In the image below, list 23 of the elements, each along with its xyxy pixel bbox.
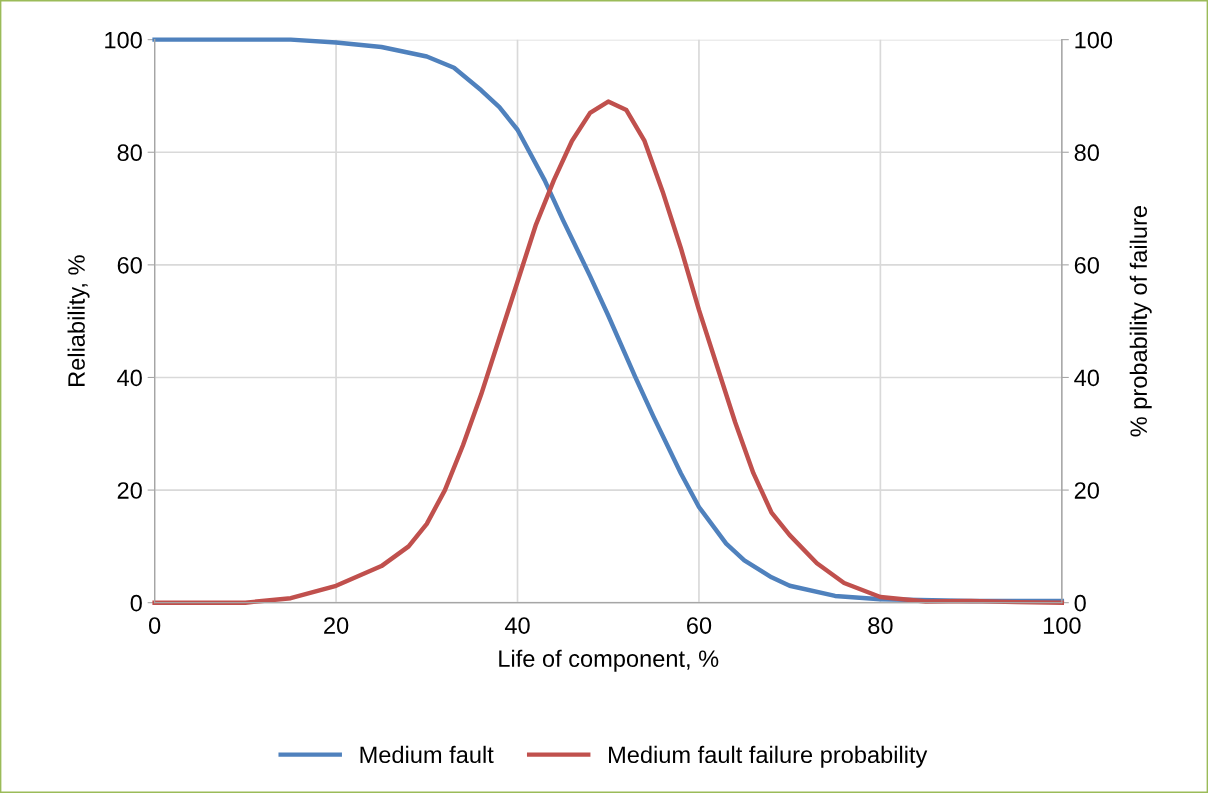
x-tick-label: 60 — [687, 617, 712, 634]
y2-tick-label: 20 — [1074, 482, 1099, 499]
y2-axis-title: % probability of failure — [1129, 206, 1152, 437]
x-axis-title: Life of component, % — [499, 649, 719, 672]
x-tick-label: 20 — [324, 617, 349, 634]
x-tick-label: 80 — [868, 617, 893, 634]
y-tick-label: 100 — [105, 31, 142, 49]
legend-label: Medium fault failure probability — [609, 745, 928, 768]
y-tick-label: 60 — [117, 256, 142, 274]
x-tick-label: 0 — [148, 617, 161, 634]
x-tick-label: 40 — [504, 617, 530, 634]
y2-tick-label: 0 — [1074, 594, 1086, 612]
x-tick-label: 100 — [1043, 617, 1081, 634]
y-tick-label: 20 — [117, 482, 142, 499]
y2-tick-label: 40 — [1074, 369, 1099, 387]
y2-tick-label: 60 — [1074, 256, 1099, 274]
legend-label: Medium fault — [360, 745, 494, 764]
y2-tick-label: 100 — [1075, 31, 1113, 49]
y-tick-label: 80 — [117, 144, 142, 162]
y-tick-label: 40 — [117, 369, 142, 387]
y-axis-title: Reliability, % — [67, 255, 90, 386]
y-tick-label: 0 — [130, 594, 142, 612]
y2-tick-label: 80 — [1074, 144, 1099, 162]
